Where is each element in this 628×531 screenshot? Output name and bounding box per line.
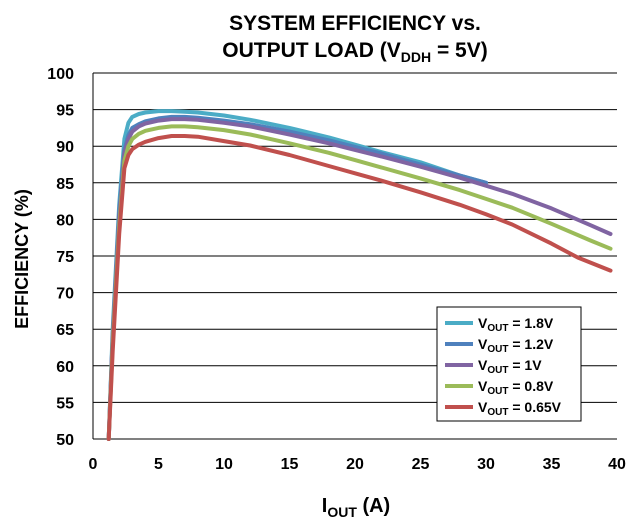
y-tick-labels: 50 55 60 65 70 75 80 85 90 95 100	[47, 66, 74, 449]
y-tick-label-50: 50	[56, 432, 74, 449]
x-tick-label-10: 10	[215, 456, 233, 473]
legend: VOUT = 1.8V VOUT = 1.2V VOUT = 1V VOUT = 0.…	[436, 306, 582, 422]
y-tick-label-100: 100	[47, 66, 74, 83]
x-axis-label-main: I	[322, 495, 328, 517]
x-tick-label-30: 30	[477, 456, 495, 473]
series-line-5	[106, 134, 613, 441]
chart-title-line2-sub: DDH	[401, 49, 431, 65]
x-tick-label-5: 5	[154, 456, 163, 473]
y-tick-label-90: 90	[56, 139, 74, 156]
series-line-3	[106, 117, 613, 441]
legend-label-1: VOUT = 1.8V	[478, 315, 554, 334]
y-axis-label: EFFICIENCY (%)	[12, 189, 32, 329]
gridlines	[93, 72, 617, 403]
x-tick-label-35: 35	[543, 456, 561, 473]
y-tick-label-70: 70	[56, 286, 74, 303]
x-tick-labels: 0 5 10 15 20 25 30 35 40	[89, 456, 626, 473]
y-tick-label-75: 75	[56, 249, 74, 266]
legend-label-3: VOUT = 1V	[478, 357, 542, 376]
x-tick-label-20: 20	[346, 456, 364, 473]
series-lines	[106, 109, 613, 441]
chart-title-line2-prefix: OUTPUT LOAD (V	[222, 39, 401, 62]
legend-label-5: VOUT = 0.65V	[478, 399, 562, 418]
series-line-4	[106, 124, 613, 441]
y-tick-label-55: 55	[56, 395, 74, 412]
y-tick-label-85: 85	[56, 176, 74, 193]
x-tick-label-25: 25	[412, 456, 430, 473]
x-tick-label-0: 0	[89, 456, 98, 473]
x-axis-label: IOUT (A)	[322, 495, 390, 520]
legend-items: VOUT = 1.8V VOUT = 1.2V VOUT = 1V VOUT = 0.…	[445, 315, 562, 418]
y-tick-label-65: 65	[56, 322, 74, 339]
y-tick-label-60: 60	[56, 359, 74, 376]
y-tick-label-95: 95	[56, 103, 74, 120]
chart-title-line1: SYSTEM EFFICIENCY vs.	[229, 12, 481, 35]
legend-label-4: VOUT = 0.8V	[478, 378, 554, 397]
plot-frame	[92, 73, 617, 440]
x-tick-label-40: 40	[608, 456, 626, 473]
x-axis-label-suffix: (A)	[357, 495, 390, 517]
x-axis-label-sub: OUT	[327, 504, 357, 520]
chart-title-line2-suffix: = 5V)	[431, 39, 488, 62]
chart-title-line2: OUTPUT LOAD (VDDH = 5V)	[222, 39, 487, 65]
y-tick-label-80: 80	[56, 212, 74, 229]
legend-label-2: VOUT = 1.2V	[478, 336, 554, 355]
x-tick-label-15: 15	[281, 456, 299, 473]
